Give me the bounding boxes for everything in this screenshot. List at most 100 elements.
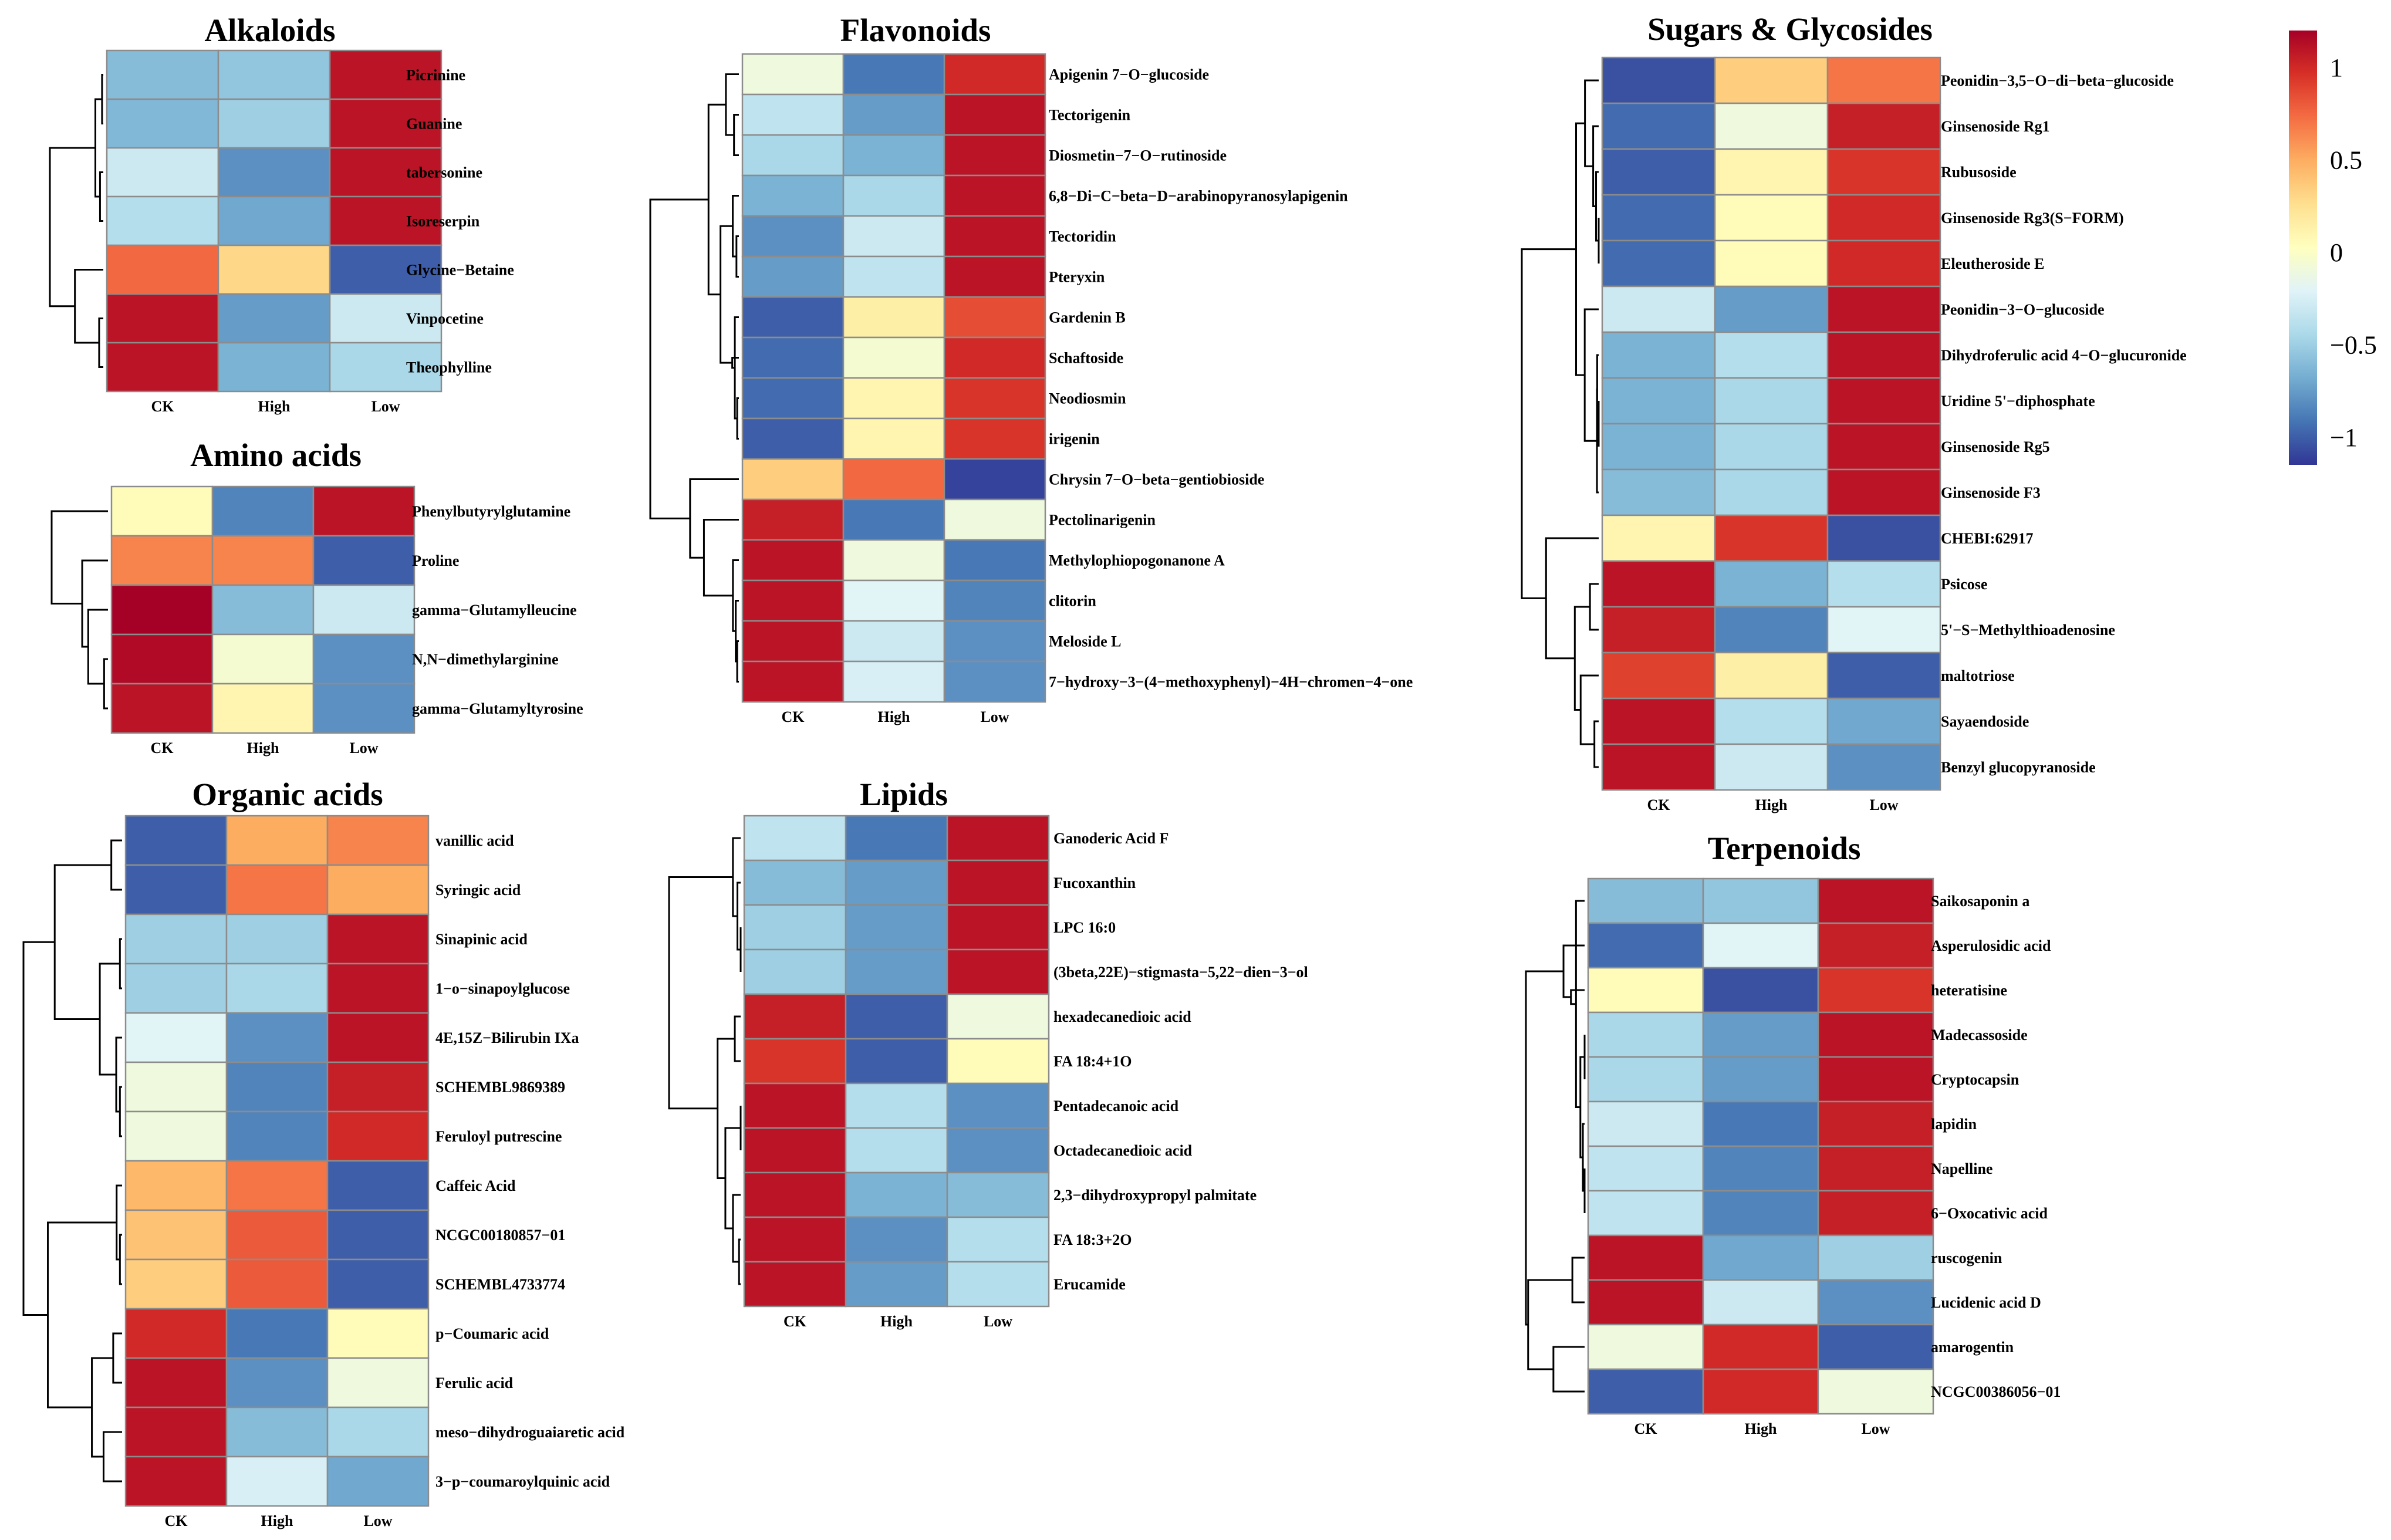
panel-title: Organic acids (192, 776, 383, 812)
heatmap-cell (1826, 651, 1941, 700)
heatmap-panel-lipids: Lipids Ganoderic Acid F Fucoxanthin LPC 16:… (668, 776, 1308, 1330)
column-label: High (1755, 796, 1788, 813)
row-label: Neodiosmin (1049, 390, 1126, 407)
row-label: 7−hydroxy−3−(4−methoxyphenyl)−4H−chromen… (1049, 674, 1413, 691)
heatmap-cell (1826, 606, 1941, 654)
heatmap-cell (124, 1455, 228, 1507)
row-label: Apigenin 7−O−glucoside (1049, 66, 1209, 83)
heatmap-cell (743, 1082, 847, 1129)
row-label: Caffeic Acid (435, 1177, 516, 1194)
heatmap-cell (842, 134, 945, 177)
heatmap-cell (1702, 1145, 1819, 1192)
heatmap-cell (845, 1216, 948, 1263)
row-label: 3−p−coumaroylquinic acid (435, 1473, 610, 1490)
heatmap-panel-terpenoids: Terpenoids Saikosaponin a Asperulosidic ac… (1525, 830, 2061, 1437)
row-label: meso−dihydroguaiaretic acid (435, 1424, 625, 1441)
heatmap-cell (946, 1038, 1050, 1085)
heatmap-cell (217, 293, 331, 344)
heatmap-cell (217, 342, 331, 393)
panel-title: Lipids (860, 776, 948, 812)
heatmap-cell (225, 1258, 329, 1310)
dendrogram-branch-2-8 (731, 357, 739, 369)
heatmap-cell (1601, 331, 1716, 379)
heatmap-cell (106, 342, 219, 393)
row-label: Ginsenoside Rg5 (1941, 438, 2050, 455)
heatmap-cell (1826, 560, 1941, 608)
heatmap-cell (845, 815, 948, 862)
heatmap-panels: Alkaloids Picrinine Guanine tabersonine Isor… (22, 11, 2187, 1529)
heatmap-cell (1817, 1056, 1934, 1103)
panel-title: Amino acids (190, 437, 362, 473)
dendrogram-branch-2-1 (736, 397, 739, 440)
heatmap-cell (943, 417, 1046, 460)
heatmap-cell (1702, 967, 1819, 1014)
row-label: N,N−dimethylarginine (412, 651, 559, 668)
panel-title: Terpenoids (1708, 830, 1861, 866)
row-label: Rubusoside (1941, 164, 2017, 181)
dendrogram-branch-5-11 (1575, 122, 1585, 376)
heatmap-cell (1587, 1100, 1704, 1147)
row-label: NCGC00180857−01 (435, 1227, 565, 1244)
column-label: CK (151, 398, 175, 415)
dendrogram-branch-5-5 (1593, 720, 1599, 768)
heatmap-cell (943, 377, 1046, 420)
heatmap-cell (842, 296, 945, 339)
heatmap-cell (225, 1357, 329, 1409)
dendrogram-branch-3-2 (738, 1238, 741, 1285)
heatmap-cell (946, 859, 1050, 906)
row-label: Erucamide (1053, 1276, 1126, 1293)
heatmap-cell (743, 815, 847, 862)
dendrogram-branch-4-1 (119, 1086, 122, 1137)
row-label: LPC 16:0 (1053, 919, 1116, 936)
heatmap-cell (1826, 331, 1941, 379)
heatmap-cell (1714, 560, 1829, 608)
column-label: CK (784, 1313, 807, 1330)
dendrogram-branch-6-6 (1570, 989, 1585, 1005)
heatmap-cell (1587, 1056, 1704, 1103)
dendrogram-branch-5-14 (1521, 248, 1576, 599)
row-label: Asperulosidic acid (1931, 937, 2051, 954)
heatmap-cell (1817, 1234, 1934, 1281)
heatmap-cell (1587, 1011, 1704, 1058)
heatmap-cell (1601, 423, 1716, 471)
heatmap-cell (943, 134, 1046, 177)
heatmap-cell (326, 1406, 430, 1458)
heatmap-cell (943, 255, 1046, 298)
heatmap-cell (1714, 331, 1829, 379)
heatmap-cell (1587, 1234, 1704, 1281)
heatmap-panel-sugars-glycosides: Sugars & Glycosides Peonidin−3,5−O−di−bet… (1521, 11, 2187, 813)
heatmap-cell (326, 815, 430, 866)
heatmap-cell (1826, 102, 1941, 150)
heatmap-cell (225, 1455, 329, 1507)
heatmap-cell (842, 93, 945, 136)
column-label: Low (1869, 796, 1898, 813)
heatmap-cell (1601, 560, 1716, 608)
heatmap-cell (1702, 1190, 1819, 1237)
heatmap-cell (225, 1160, 329, 1211)
heatmap-cell (1714, 468, 1829, 516)
heatmap-cell (1587, 1368, 1704, 1415)
heatmap-cell (741, 134, 845, 177)
heatmap-cell (743, 859, 847, 906)
column-label: CK (782, 708, 805, 725)
heatmap-cell (1601, 651, 1716, 700)
row-label: Lucidenic acid D (1931, 1294, 2041, 1311)
row-label: 1−o−sinapoylglucose (435, 980, 570, 997)
row-label: SCHEMBL4733774 (435, 1276, 565, 1293)
heatmap-cell (225, 913, 329, 965)
heatmap-cell (1714, 239, 1829, 288)
heatmap-cell (329, 98, 443, 149)
heatmap-cell (329, 342, 443, 393)
row-label: Uridine 5'−diphosphate (1941, 393, 2095, 410)
heatmap-cell (225, 962, 329, 1014)
heatmap-cell (1714, 423, 1829, 471)
row-label: NCGC00386056−01 (1931, 1383, 2061, 1400)
dendrogram-branch-2-11 (707, 103, 726, 296)
heatmap-cell (1714, 651, 1829, 700)
panel-title: Alkaloids (204, 12, 335, 48)
heatmap-cell (106, 49, 219, 100)
dendrogram-branch-4-2 (119, 1234, 122, 1285)
heatmap-cell (1826, 239, 1941, 288)
heatmap-cell (946, 1082, 1050, 1129)
